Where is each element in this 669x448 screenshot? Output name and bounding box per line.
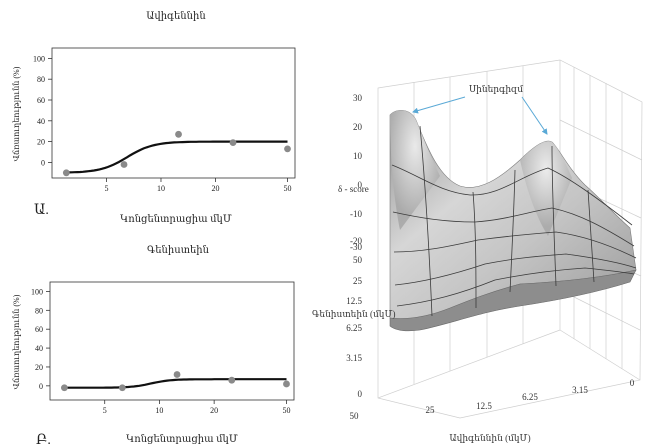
x-tick-label: 20 — [211, 184, 219, 193]
surface-peak-right — [520, 141, 572, 236]
y-tick-label: 40 — [37, 117, 45, 126]
z-tick-label: 0 — [358, 180, 363, 190]
z-tick-label: 30 — [353, 93, 363, 103]
surface-avigenin-ticks: 50 25 12.5 6.25 3.15 0 — [350, 378, 635, 421]
data-point — [283, 380, 290, 388]
x-tick-label: 5 — [104, 184, 108, 193]
genistein-tick-label: 3.15 — [346, 353, 362, 363]
panel-b-points — [60, 371, 290, 392]
avigenin-tick-label: 50 — [350, 411, 360, 421]
synergy-surface-panel: Սիներգիզմ 30 20 10 0 -10 -20-30 δ - score 50 2… — [312, 59, 643, 443]
data-point — [62, 169, 70, 177]
data-point — [118, 384, 126, 392]
panel-a-y-ticks: 0 20 40 60 80 100 — [33, 54, 52, 167]
synergy-annotation: Սիներգիզմ — [469, 84, 523, 94]
panel-a-fit-curve — [66, 140, 288, 174]
panel-b-x-ticks: 5 10 20 50 — [103, 400, 290, 415]
surface-genistein-label: Գենիստեին (մկՄ) — [312, 309, 396, 319]
genistein-tick-label: 25 — [353, 276, 363, 286]
y-tick-label: 60 — [35, 325, 43, 334]
panel-b-frame — [49, 281, 295, 401]
genistein-tick-label: 50 — [353, 255, 363, 265]
surface-front — [389, 269, 637, 332]
data-point — [229, 139, 237, 147]
z-tick-label: -20 — [350, 236, 362, 246]
panel-a-letter: Ա. — [34, 203, 49, 218]
avigenin-tick-label: 0 — [630, 378, 635, 388]
genistein-tick-label: 12.5 — [346, 296, 362, 306]
z-tick-label: 10 — [353, 151, 363, 161]
data-point — [175, 130, 182, 138]
surface-z-ticks: 30 20 10 0 -10 -20-30 — [350, 93, 363, 252]
x-tick-label: 10 — [155, 406, 163, 415]
avigenin-tick-label: 6.25 — [522, 392, 538, 402]
data-point — [228, 376, 236, 384]
y-tick-label: 40 — [35, 344, 43, 353]
y-tick-label: 60 — [37, 96, 45, 105]
y-tick-label: 20 — [35, 363, 43, 372]
panel-b-y-label: Վճռաուղեությունն (%) — [12, 294, 21, 389]
y-tick-label: 0 — [39, 382, 43, 391]
y-tick-label: 100 — [31, 287, 43, 296]
panel-a-frame — [51, 47, 296, 179]
x-tick-label: 10 — [157, 184, 165, 193]
genistein-tick-label: 6.25 — [346, 323, 362, 333]
panel-b-letter: Բ. — [36, 433, 51, 448]
surface-peak-left — [390, 110, 440, 230]
y-tick-label: 80 — [35, 306, 43, 315]
avigenin-tick-label: 12.5 — [476, 401, 492, 411]
x-tick-label: 5 — [103, 406, 107, 415]
x-tick-label: 20 — [210, 406, 218, 415]
y-tick-label: 100 — [33, 54, 45, 63]
panel-b-y-ticks: 0 20 40 60 80 100 — [31, 287, 50, 391]
panel-a-x-ticks: 5 10 20 50 — [104, 178, 292, 193]
surface-genistein-ticks: 50 25 12.5 6.25 3.15 0 — [346, 255, 362, 399]
data-point — [60, 384, 68, 392]
dose-response-panel-b: Գենիստեին 0 20 40 60 80 100 5 10 20 50 Վճռաուղեո… — [12, 245, 295, 448]
y-tick-label: 20 — [37, 138, 45, 147]
y-tick-label: 80 — [37, 75, 45, 84]
panel-b-title: Գենիստեին — [147, 245, 210, 256]
y-tick-label: 0 — [41, 158, 45, 167]
avigenin-tick-label: 25 — [426, 405, 436, 415]
panel-a-title: Ավիգեննին — [146, 11, 206, 22]
data-point — [120, 161, 128, 168]
dose-response-panel-a: Ավիգեննին 0 20 40 60 80 100 5 10 20 50 Վճռաուղեո… — [12, 11, 296, 225]
data-point — [173, 371, 181, 378]
surface-z-label: δ - score — [338, 184, 369, 194]
panel-a-points — [62, 130, 291, 177]
surface-mesh — [391, 125, 637, 317]
panel-b-fit-curve — [64, 378, 287, 389]
z-tick-label: -30 — [350, 242, 362, 252]
genistein-tick-label: 0 — [358, 389, 363, 399]
panel-a-x-label: Կոնցենտրացիա մկՄ — [120, 214, 232, 225]
z-tick-label: 20 — [353, 122, 363, 132]
z-tick-label: -10 — [350, 209, 362, 219]
data-point — [284, 145, 291, 153]
panel-a-y-label: Վճռաուղեությունն (%) — [12, 66, 21, 161]
avigenin-tick-label: 3.15 — [572, 385, 588, 395]
synergy-arrows — [412, 96, 548, 135]
x-tick-label: 50 — [284, 184, 292, 193]
surface-avigenin-label: Ավիգեննին (մկՄ) — [449, 433, 530, 443]
x-tick-label: 50 — [282, 406, 290, 415]
panel-b-x-label: Կոնցենտրացիա մկՄ — [126, 434, 238, 445]
